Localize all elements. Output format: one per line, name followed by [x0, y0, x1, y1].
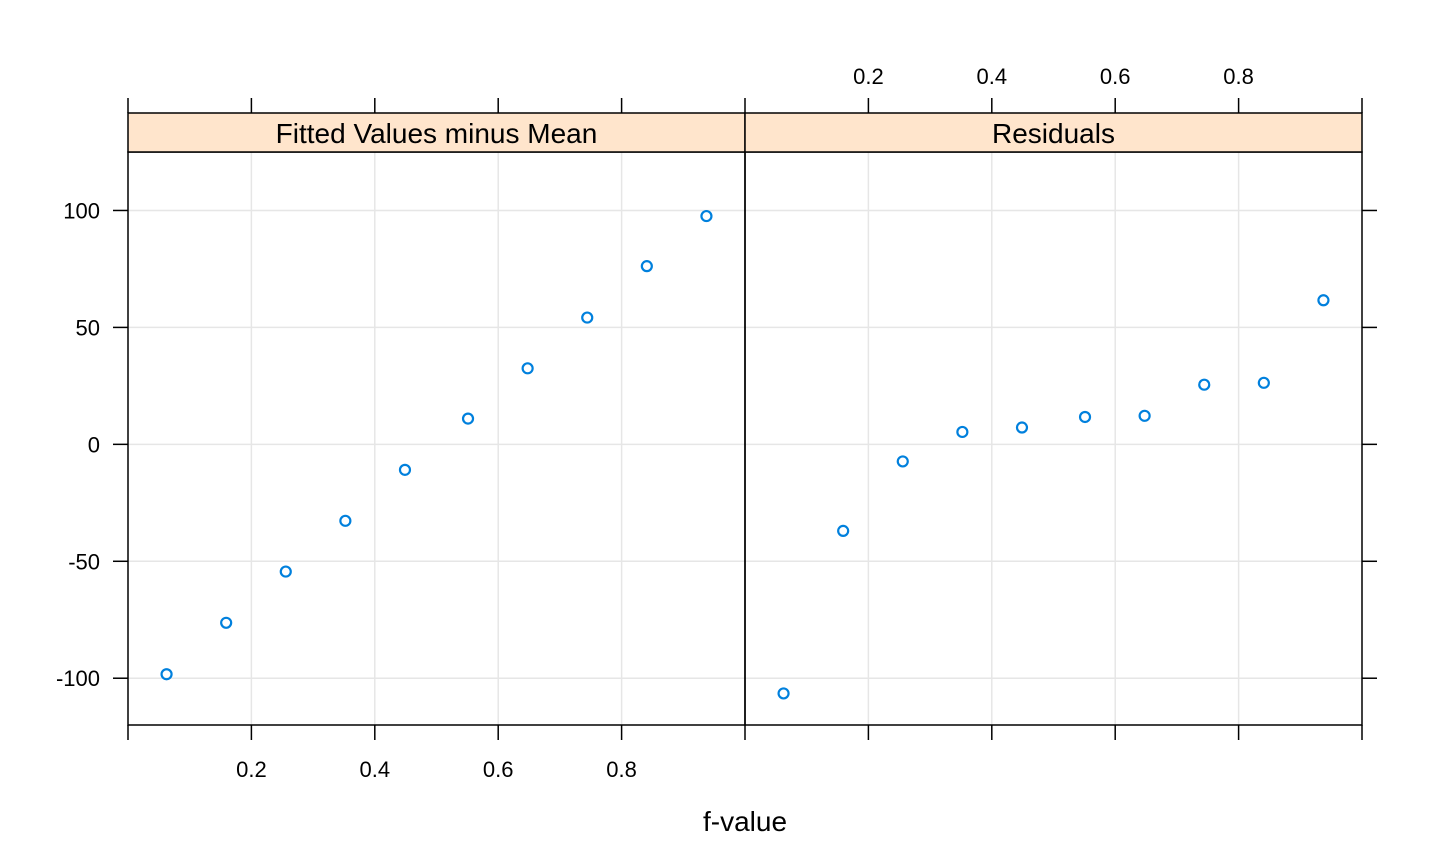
tick-layer: 0.2 0.4 0.6 0.8 0.2 0.4 0.6 0.8 -100 -50 0 50 100 — [56, 64, 1377, 782]
data-point — [1015, 421, 1029, 434]
x-tick-label-bottom: 0.6 — [483, 757, 514, 782]
x-tick-label-bottom: 0.2 — [236, 757, 267, 782]
data-point — [1138, 409, 1151, 422]
frame-layer — [127, 151, 1363, 726]
y-tick-label: 50 — [76, 315, 100, 340]
x-axis-label: f-value — [703, 806, 787, 837]
data-point — [398, 463, 412, 476]
panel-strip — [744, 112, 1363, 153]
x-tick-label-bottom: 0.8 — [606, 757, 637, 782]
data-point — [581, 311, 594, 324]
data-point — [339, 514, 352, 527]
data-point — [1257, 376, 1270, 389]
data-point — [896, 455, 909, 468]
x-tick-label-top: 0.2 — [853, 64, 884, 89]
panel-strip-label: Residuals — [992, 118, 1115, 149]
data-point — [837, 524, 850, 537]
data-point — [220, 616, 233, 629]
x-tick-label-top: 0.6 — [1100, 64, 1131, 89]
grid-layer — [128, 152, 1362, 725]
panel-strip-label: Fitted Values minus Mean — [276, 118, 598, 149]
y-tick-label: 100 — [63, 198, 100, 223]
data-point — [956, 425, 969, 439]
panel-frame — [127, 151, 746, 726]
point-layer — [160, 209, 1330, 700]
y-tick-label: 0 — [88, 432, 100, 457]
data-point — [700, 209, 713, 223]
x-tick-label-top: 0.8 — [1223, 64, 1254, 89]
x-tick-label-bottom: 0.4 — [360, 757, 391, 782]
strip-layer: Fitted Values minus Mean Residuals — [127, 112, 1363, 153]
data-point — [1078, 410, 1092, 424]
y-tick-label: -100 — [56, 666, 100, 691]
data-point — [461, 412, 475, 425]
data-point — [1317, 294, 1330, 307]
data-point — [160, 668, 173, 681]
data-point — [521, 362, 534, 375]
data-point — [777, 687, 790, 700]
panel-frame — [744, 151, 1363, 726]
x-tick-label-top: 0.4 — [977, 64, 1008, 89]
data-point — [1198, 378, 1211, 391]
y-tick-label: -50 — [68, 549, 100, 574]
data-point — [279, 565, 292, 578]
data-point — [640, 260, 653, 273]
